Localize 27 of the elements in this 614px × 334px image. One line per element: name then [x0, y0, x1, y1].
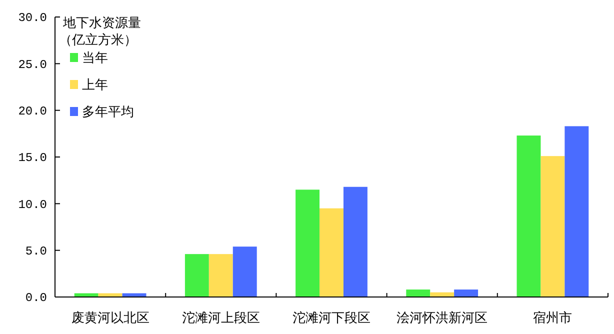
bar — [343, 186, 368, 297]
x-tick-label: 废黄河以北区 — [71, 311, 150, 326]
bar — [296, 190, 320, 297]
x-tick-label: 浍河怀洪新河区 — [396, 311, 488, 326]
y-tick-label: 5.0 — [25, 244, 47, 259]
y-tick-label: 20.0 — [18, 104, 47, 119]
x-tick-label: 沱滩河上段区 — [182, 311, 260, 326]
bar — [406, 290, 430, 297]
bar — [540, 156, 565, 297]
bar — [454, 290, 478, 297]
bar — [208, 254, 233, 297]
y-tick-label: 30.0 — [18, 11, 47, 26]
bar — [320, 208, 344, 297]
x-tick-label: 宿州市 — [533, 310, 572, 326]
y-tick-label: 10.0 — [18, 198, 47, 212]
y-tick-label: 25.0 — [18, 58, 47, 72]
y-tick-label: 15.0 — [18, 151, 47, 166]
bar — [232, 246, 257, 297]
y-axis-title: 地下水资源量（亿立方米） — [59, 16, 141, 48]
x-tick-label: 沱滩河下段区 — [292, 311, 370, 326]
y-tick-label: 0.0 — [25, 291, 47, 306]
legend-label: 多年平均 — [82, 105, 134, 120]
bar — [564, 126, 589, 297]
legend-label: 上年 — [82, 78, 108, 93]
bar — [516, 136, 541, 297]
legend-label: 当年 — [82, 51, 108, 66]
bar — [184, 254, 209, 297]
